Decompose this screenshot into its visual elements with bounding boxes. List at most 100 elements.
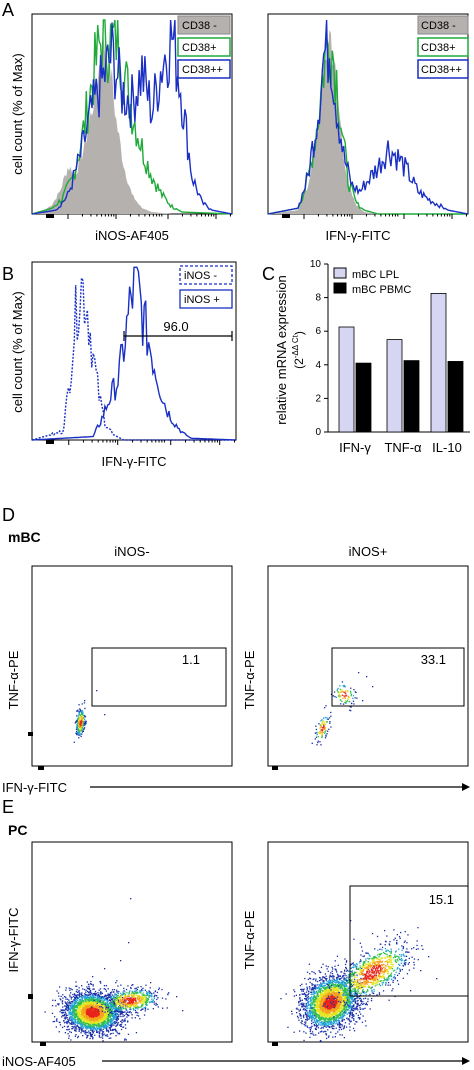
event-dot xyxy=(327,730,329,732)
event-dot xyxy=(359,1017,361,1019)
event-dot xyxy=(102,1015,104,1017)
event-dot xyxy=(324,1019,326,1021)
event-dot xyxy=(353,1018,355,1020)
event-dot xyxy=(144,999,147,1001)
event-dot xyxy=(79,726,81,728)
event-dot xyxy=(85,1031,87,1033)
event-dot xyxy=(83,1008,85,1010)
event-dot xyxy=(65,989,67,991)
event-dot xyxy=(127,995,129,998)
panel-letter-c: C xyxy=(262,264,275,284)
event-dot xyxy=(75,981,77,983)
event-dot xyxy=(324,977,326,979)
event-dot xyxy=(79,730,81,732)
event-dot xyxy=(86,1037,88,1039)
event-dot xyxy=(93,996,95,998)
event-dot xyxy=(328,1021,330,1023)
event-dot xyxy=(111,1020,113,1022)
event-dot xyxy=(84,1014,86,1017)
event-dot xyxy=(143,1014,146,1016)
event-dot xyxy=(76,1012,78,1014)
event-dot xyxy=(90,992,93,994)
event-dot xyxy=(123,1015,126,1017)
event-dot xyxy=(137,1012,139,1014)
event-dot xyxy=(99,988,102,990)
panel-c: relative mRNA expression (2-ΔΔ Ct) 02468… xyxy=(274,259,470,455)
event-dot xyxy=(130,998,132,1000)
legend-label-inos-pos: iNOS + xyxy=(184,294,220,306)
event-dot xyxy=(74,1012,76,1015)
event-dot xyxy=(345,702,347,704)
event-dot xyxy=(84,1018,86,1020)
event-dot xyxy=(332,1025,334,1027)
event-dot xyxy=(117,1009,119,1011)
event-dot xyxy=(326,717,328,719)
event-dot xyxy=(96,1030,98,1032)
event-dot xyxy=(101,1003,103,1006)
event-dot xyxy=(80,1020,82,1023)
event-dot xyxy=(83,717,85,719)
event-dot xyxy=(122,1002,124,1005)
event-dot xyxy=(94,1017,97,1019)
event-dot xyxy=(162,1007,164,1009)
event-dot xyxy=(98,1032,100,1034)
event-dot xyxy=(100,1022,102,1024)
event-dot xyxy=(337,1011,339,1013)
event-dot xyxy=(102,996,104,998)
event-dot xyxy=(107,1017,110,1019)
event-dot xyxy=(112,1029,114,1031)
event-dot xyxy=(110,1032,112,1035)
event-dot xyxy=(81,994,83,996)
event-dot xyxy=(87,1004,89,1006)
event-dot xyxy=(70,1002,72,1004)
event-dot xyxy=(131,992,133,994)
event-dot xyxy=(113,1001,116,1003)
event-dot xyxy=(319,727,321,730)
event-dot xyxy=(117,1008,119,1010)
event-dot xyxy=(98,1005,100,1007)
event-dot xyxy=(110,1022,112,1024)
event-dot xyxy=(342,691,344,693)
event-dot xyxy=(65,1008,67,1011)
event-dot xyxy=(106,1020,108,1023)
event-dot xyxy=(94,1024,97,1026)
event-dot xyxy=(149,987,151,989)
event-dot xyxy=(323,1025,325,1027)
event-dot xyxy=(77,732,79,734)
event-dot xyxy=(73,1015,75,1017)
event-dot xyxy=(335,696,338,698)
x-tick-block xyxy=(46,440,54,444)
event-dot xyxy=(321,722,324,725)
event-dot xyxy=(101,1023,103,1026)
event-dot xyxy=(92,1013,94,1015)
event-dot xyxy=(97,1000,99,1002)
event-dot xyxy=(86,990,89,992)
event-dot xyxy=(104,1010,106,1012)
event-dot xyxy=(96,1017,99,1019)
event-dot xyxy=(78,1001,80,1003)
event-dot xyxy=(108,995,110,998)
event-dot xyxy=(313,996,315,999)
event-dot xyxy=(120,1024,122,1026)
event-dot xyxy=(105,1035,107,1037)
event-dot xyxy=(118,996,120,998)
event-dot xyxy=(83,1015,86,1017)
event-dot xyxy=(70,1015,72,1018)
event-dot xyxy=(327,1036,330,1038)
event-dot xyxy=(115,1025,117,1027)
event-dot xyxy=(60,1009,62,1011)
event-dot xyxy=(337,687,339,690)
event-dot xyxy=(89,1032,91,1034)
event-dot xyxy=(77,1020,80,1022)
event-dot xyxy=(149,991,151,993)
event-dot xyxy=(81,713,83,715)
event-dot xyxy=(89,1025,91,1027)
event-dot xyxy=(101,992,103,994)
event-dot xyxy=(142,997,144,999)
x-axis-ticks xyxy=(38,766,44,770)
event-dot xyxy=(120,1025,122,1027)
event-dot xyxy=(123,1004,125,1006)
event-dot xyxy=(152,1001,154,1003)
event-dot xyxy=(91,1029,94,1031)
event-dot xyxy=(87,994,89,996)
